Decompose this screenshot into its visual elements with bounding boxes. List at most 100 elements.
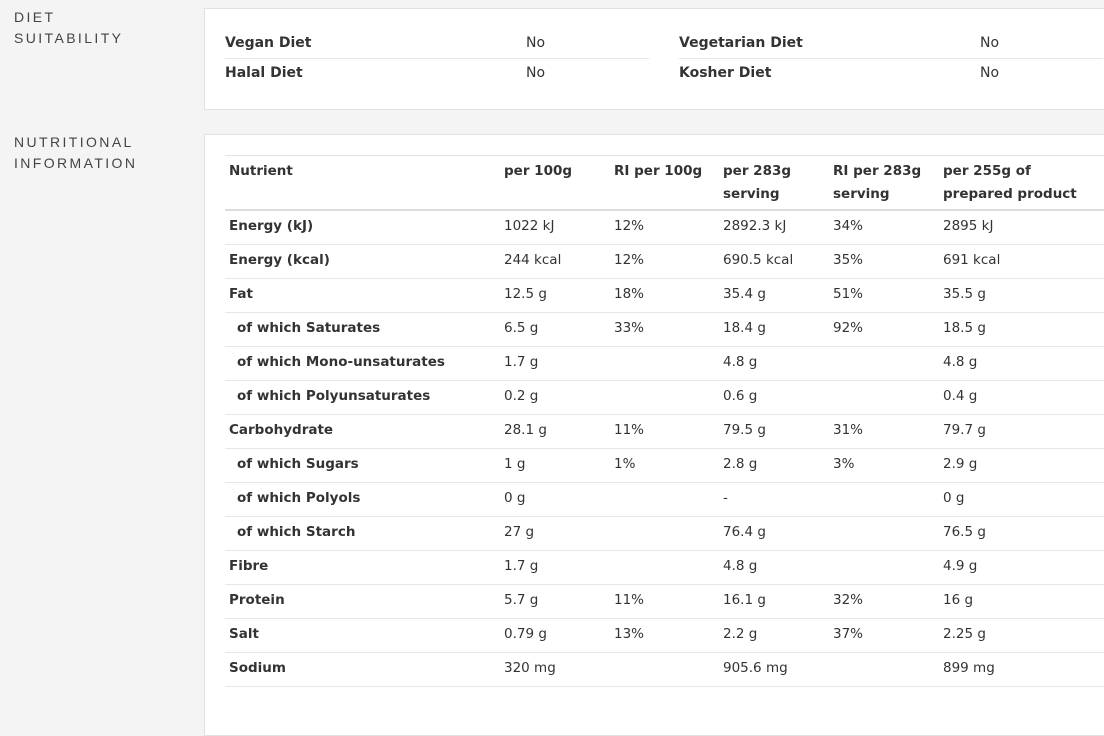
cell: 2.25 g <box>943 626 986 642</box>
cell: 79.7 g <box>943 422 986 438</box>
cell: 18.5 g <box>943 320 986 336</box>
nutrient-row: of which Polyols 0 g - 0 g <box>225 483 1104 517</box>
cell: Fat <box>229 286 253 302</box>
cell: 11% <box>614 592 645 608</box>
cell: 6.5 g <box>504 320 539 336</box>
cell: 3% <box>833 456 855 472</box>
cell: 1.7 g <box>504 558 539 574</box>
column-header: Nutrient <box>229 163 293 179</box>
cell: 0.79 g <box>504 626 547 642</box>
section-title: NUTRITIONAL INFORMATION <box>14 134 138 171</box>
nutrient-row: Carbohydrate 28.1 g 11% 79.5 g 31% 79.7 g <box>225 415 1104 449</box>
cell: 1 g <box>504 456 526 472</box>
nutrient-row: of which Starch 27 g 76.4 g 76.5 g <box>225 517 1104 551</box>
cell: 1022 kJ <box>504 218 555 234</box>
cell: 51% <box>833 286 864 302</box>
cell: 1.7 g <box>504 354 539 370</box>
diet-label: Vegetarian Diet <box>679 35 803 51</box>
nutrient-row: Sodium 320 mg 905.6 mg 899 mg <box>225 653 1104 687</box>
cell: 18% <box>614 286 645 302</box>
cell <box>610 347 719 381</box>
cell: 12% <box>614 252 645 268</box>
cell <box>829 347 939 381</box>
column-header: per 283g serving <box>723 163 792 202</box>
cell: 4.8 g <box>723 354 758 370</box>
diet-label: Vegan Diet <box>225 35 312 51</box>
nutrient-row: of which Saturates 6.5 g 33% 18.4 g 92% 18.5 … <box>225 313 1104 347</box>
cell: 16 g <box>943 592 974 608</box>
nutrient-row: Fat 12.5 g 18% 35.4 g 51% 35.5 g <box>225 279 1104 313</box>
diet-item: Halal Diet No <box>225 58 649 88</box>
cell: 76.5 g <box>943 524 986 540</box>
nutrient-row: Energy (kcal) 244 kcal 12% 690.5 kcal 35% 691… <box>225 245 1104 279</box>
cell: 0.2 g <box>504 388 539 404</box>
cell: 2.9 g <box>943 456 978 472</box>
diet-item: Kosher Diet No <box>679 58 1103 88</box>
diet-value: No <box>980 65 1000 81</box>
cell: 13% <box>614 626 645 642</box>
page: DIET SUITABILITY Vegan Diet No Vegetarian … <box>14 8 1104 736</box>
cell <box>610 381 719 415</box>
cell: Energy (kJ) <box>229 218 314 234</box>
column-header: RI per 100g <box>614 163 703 179</box>
cell: 0 g <box>943 490 965 506</box>
cell: Carbohydrate <box>229 422 334 438</box>
nutrient-row: of which Polyunsaturates 0.2 g 0.6 g 0.4 g <box>225 381 1104 415</box>
diet-item: Vegan Diet No <box>225 28 649 59</box>
cell: - <box>723 490 728 506</box>
cell: 4.8 g <box>943 354 978 370</box>
cell: 11% <box>614 422 645 438</box>
nutrient-row: of which Sugars 1 g 1% 2.8 g 3% 2.9 g <box>225 449 1104 483</box>
column-header: RI per 283g serving <box>833 163 922 202</box>
diet-panel: Vegan Diet No Vegetarian Diet No Halal Diet N… <box>204 8 1104 110</box>
diet-label: Halal Diet <box>225 65 303 81</box>
cell <box>829 517 939 551</box>
cell: 12% <box>614 218 645 234</box>
cell: 0.6 g <box>723 388 758 404</box>
cell: 4.9 g <box>943 558 978 574</box>
cell: of which Polyunsaturates <box>237 388 431 404</box>
nutrition-panel: Nutrient per 100g RI per 100g per 283g serv… <box>204 134 1104 736</box>
nutrition-table: Nutrient per 100g RI per 100g per 283g serv… <box>225 155 1104 687</box>
nutrient-row: Fibre 1.7 g 4.8 g 4.9 g <box>225 551 1104 585</box>
diet-label: Kosher Diet <box>679 65 772 81</box>
cell: of which Polyols <box>237 490 361 506</box>
cell <box>829 653 939 687</box>
column-header: per 255g of prepared product <box>943 163 1077 202</box>
cell: 320 mg <box>504 660 556 676</box>
diet-value: No <box>526 65 546 81</box>
cell: 31% <box>833 422 864 438</box>
nutrient-row: Energy (kJ) 1022 kJ 12% 2892.3 kJ 34% 2895 kJ <box>225 210 1104 245</box>
cell: 1% <box>614 456 636 472</box>
cell: 2892.3 kJ <box>723 218 787 234</box>
cell: 32% <box>833 592 864 608</box>
cell: 92% <box>833 320 864 336</box>
diet-value: No <box>980 35 1000 51</box>
cell: 35% <box>833 252 864 268</box>
cell: Salt <box>229 626 259 642</box>
cell <box>829 381 939 415</box>
cell: Energy (kcal) <box>229 252 330 268</box>
cell: 905.6 mg <box>723 660 788 676</box>
cell: Fibre <box>229 558 269 574</box>
cell: of which Saturates <box>237 320 381 336</box>
cell: 33% <box>614 320 645 336</box>
cell: 16.1 g <box>723 592 766 608</box>
cell: 18.4 g <box>723 320 766 336</box>
cell <box>610 517 719 551</box>
cell: 79.5 g <box>723 422 766 438</box>
nutrient-row: of which Mono-unsaturates 1.7 g 4.8 g 4.8 g <box>225 347 1104 381</box>
cell <box>610 551 719 585</box>
cell: 28.1 g <box>504 422 547 438</box>
cell: of which Starch <box>237 524 356 540</box>
cell: 0.4 g <box>943 388 978 404</box>
diet-item: Vegetarian Diet No <box>679 28 1103 59</box>
cell: 37% <box>833 626 864 642</box>
cell: of which Sugars <box>237 456 359 472</box>
cell: Protein <box>229 592 285 608</box>
column-header: per 100g <box>504 163 573 179</box>
section-title: DIET SUITABILITY <box>14 9 124 46</box>
cell: 35.4 g <box>723 286 766 302</box>
cell <box>829 551 939 585</box>
cell <box>610 483 719 517</box>
